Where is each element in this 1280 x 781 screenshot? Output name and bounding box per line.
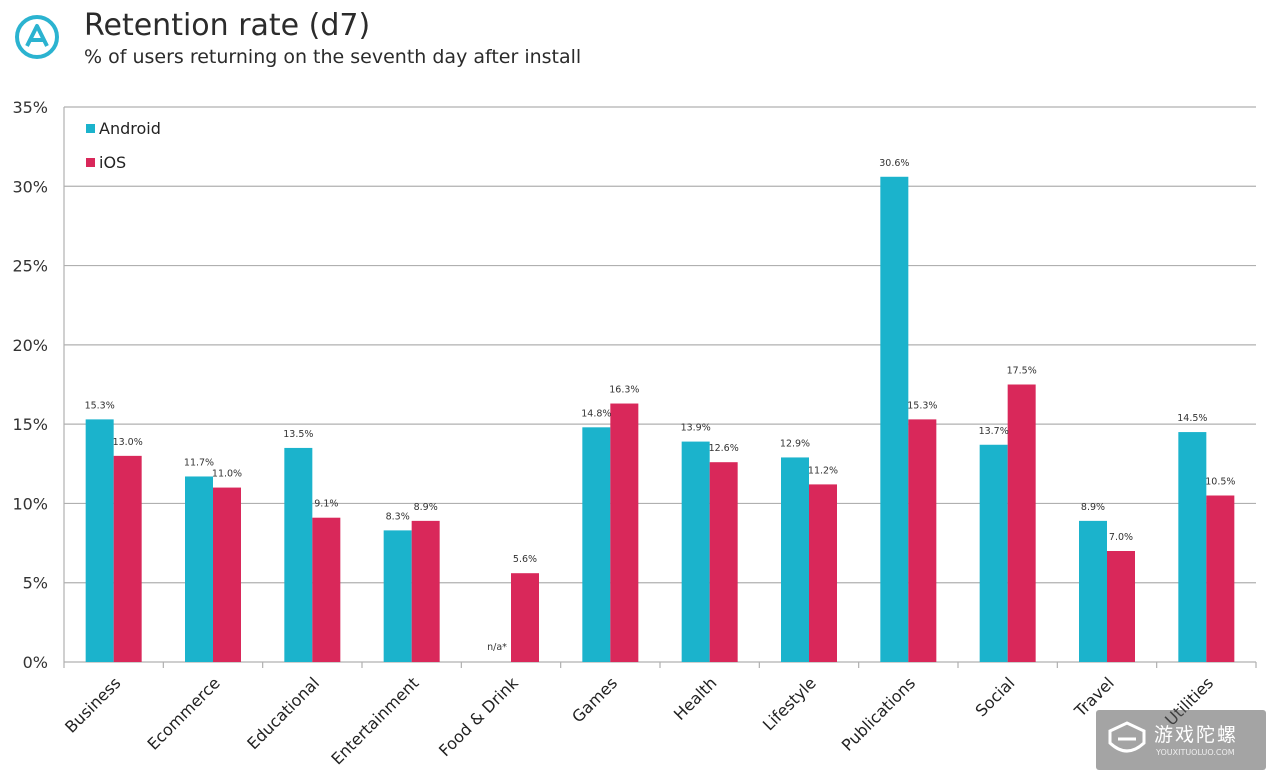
x-category-label: Food & Drink (435, 673, 522, 760)
bar-ios (1007, 384, 1036, 662)
data-label: 8.9% (1081, 502, 1105, 513)
data-label: n/a* (487, 642, 507, 653)
data-labels: 15.3% 13.0% 11.7%11.0% 13.5% 9.1% 8.3% 8.9% n/a… (85, 158, 1236, 653)
data-label: 16.3% (609, 385, 639, 396)
data-label: 11.7% (184, 457, 214, 468)
x-category-label: Health (670, 673, 721, 724)
gyroscope-icon (1108, 721, 1146, 753)
bar-ios (1107, 551, 1135, 662)
y-tick-label: 20% (12, 336, 48, 355)
bar-android (582, 427, 611, 662)
bar-ios (809, 484, 837, 662)
legend-label: iOS (99, 153, 126, 172)
data-label: 13.7% (979, 426, 1009, 437)
bars (85, 176, 1235, 662)
bar-ios (1206, 495, 1235, 662)
data-label: 8.3% (386, 511, 410, 522)
y-axis-ticks: 0% 5% 10% 15% 20% 25% 30% 35% (12, 98, 48, 672)
y-tick-label: 10% (12, 494, 48, 513)
bar-ios (411, 520, 440, 662)
x-category-label: Ecommerce (144, 673, 224, 753)
chart-title: Retention rate (d7) (84, 8, 371, 43)
bar-android (185, 476, 213, 662)
data-label: 15.3% (907, 400, 937, 411)
x-category-label: Social (972, 673, 1019, 720)
x-category-label: Publications (838, 673, 919, 754)
data-label: 15.3% (85, 400, 115, 411)
bar-ios (709, 462, 738, 662)
bar-android (1079, 520, 1107, 662)
watermark: 游戏陀螺 YOUXITUOLUO.COM (1096, 710, 1266, 770)
x-category-label: Business (61, 673, 124, 736)
legend-swatch (86, 124, 95, 133)
bar-android (85, 419, 114, 662)
data-label: 11.0% (212, 469, 242, 480)
data-label: 9.1% (314, 499, 338, 510)
bar-android (383, 530, 412, 662)
data-label: 8.9% (414, 502, 438, 513)
bar-ios (113, 455, 142, 662)
bar-ios (511, 573, 539, 662)
data-label: 17.5% (1007, 366, 1037, 377)
watermark-text: 游戏陀螺 (1154, 724, 1239, 746)
bar-android (681, 441, 710, 662)
watermark-subtext: YOUXITUOLUO.COM (1156, 748, 1235, 757)
bar-android (781, 457, 809, 662)
legend-swatch (86, 158, 95, 167)
data-label: 13.0% (113, 437, 143, 448)
y-tick-label: 35% (12, 98, 48, 117)
y-tick-label: 5% (23, 574, 48, 593)
data-label: 13.9% (681, 423, 711, 434)
x-category-label: Educational (243, 673, 323, 753)
data-label: 13.5% (283, 429, 313, 440)
brand-logo (15, 15, 59, 59)
x-axis-categories: Business Ecommerce Educational Entertainmen… (61, 673, 1217, 769)
legend: Android iOS (86, 119, 161, 172)
data-label: 11.2% (808, 465, 838, 476)
data-label: 14.5% (1177, 413, 1207, 424)
y-tick-label: 15% (12, 415, 48, 434)
y-tick-label: 30% (12, 177, 48, 196)
x-category-label: Entertainment (327, 673, 422, 768)
legend-label: Android (99, 119, 161, 138)
bar-android (284, 447, 313, 662)
x-category-label: Lifestyle (759, 673, 820, 734)
bar-ios (213, 487, 241, 662)
data-label: 12.9% (780, 438, 810, 449)
data-label: 10.5% (1205, 477, 1235, 488)
y-tick-label: 0% (23, 653, 48, 672)
data-label: 12.6% (709, 443, 739, 454)
y-tick-label: 25% (12, 257, 48, 276)
bar-ios (908, 419, 937, 662)
bar-android (1178, 432, 1207, 662)
data-label: 30.6% (879, 158, 909, 169)
data-label: 14.8% (581, 408, 611, 419)
bar-android (979, 444, 1008, 662)
x-category-label: Games (568, 673, 621, 726)
grid-lines (63, 106, 1257, 668)
data-label: 7.0% (1109, 532, 1133, 543)
bar-ios (610, 403, 639, 662)
bar-android (880, 176, 909, 662)
data-label: 5.6% (513, 554, 537, 565)
chart-subtitle: % of users returning on the seventh day … (84, 46, 582, 68)
bar-ios (312, 517, 341, 662)
